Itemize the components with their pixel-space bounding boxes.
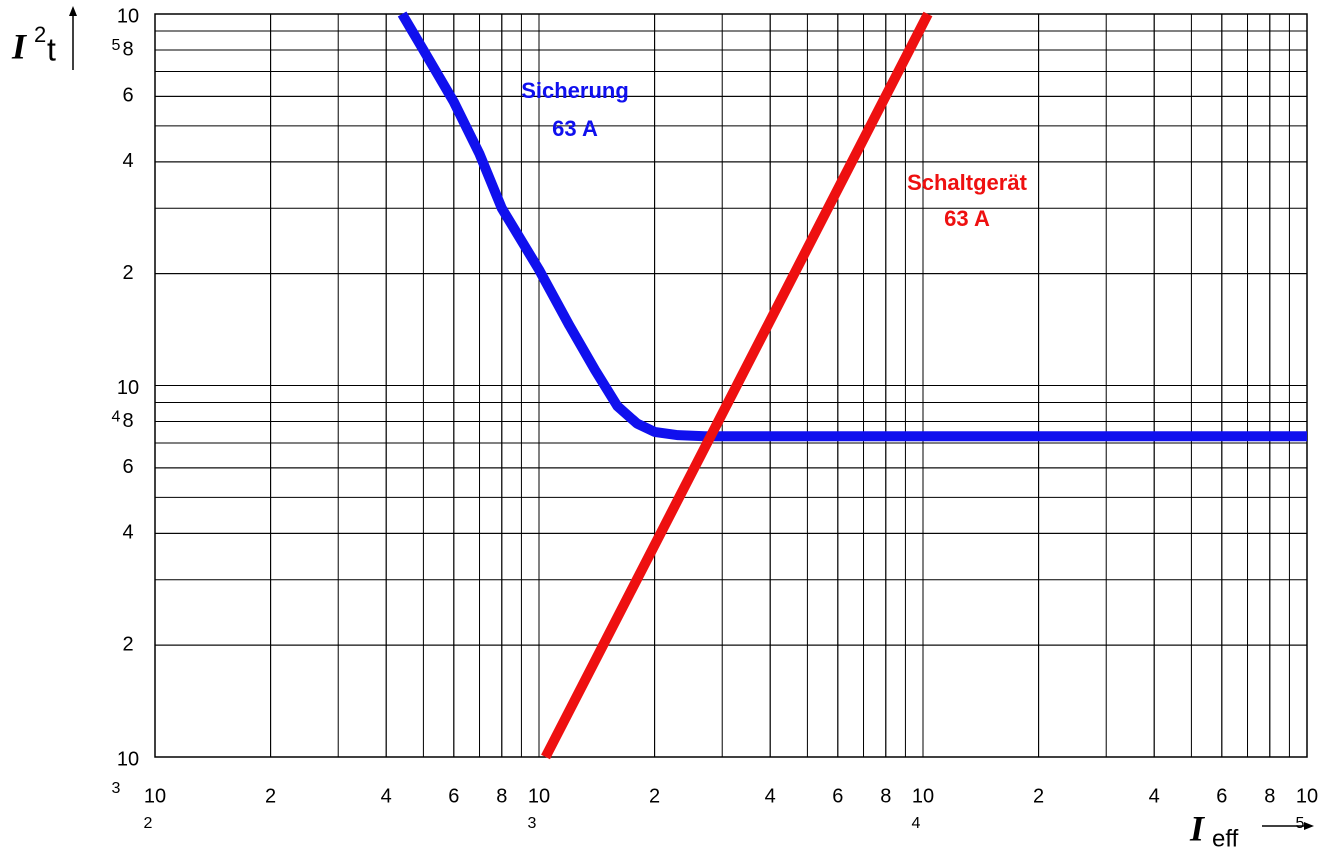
y-tick-label: 10 [117, 5, 139, 27]
y-tick-label: 2 [122, 633, 133, 655]
x-tick-label: 4 [765, 785, 776, 807]
x-tick-label: 8 [496, 785, 507, 807]
x-tick-label: 10 [144, 785, 166, 807]
x-tick-exponent: 5 [1296, 815, 1305, 832]
grid [154, 13, 1308, 758]
x-tick-label: 6 [1216, 785, 1227, 807]
x-tick-label: 6 [448, 785, 459, 807]
x-tick-exponent: 3 [528, 815, 537, 832]
series-line [541, 11, 933, 760]
x-label-subscript: eff [1212, 825, 1239, 852]
x-label-symbol: I [1189, 808, 1206, 848]
series-label: Sicherung [521, 78, 629, 103]
x-tick-label: 2 [1033, 785, 1044, 807]
y-tick-label: 4 [122, 522, 133, 544]
x-tick-label: 10 [528, 785, 550, 807]
x-arrow-head [1304, 822, 1314, 830]
y-tick-exponent: 4 [112, 409, 121, 426]
x-tick-label: 8 [1264, 785, 1275, 807]
x-tick-label: 8 [880, 785, 891, 807]
x-tick-label: 2 [265, 785, 276, 807]
marks [397, 11, 1307, 760]
y-arrow-head [69, 6, 77, 16]
y-tick-label: 10 [117, 748, 139, 770]
x-tick-exponent: 4 [912, 815, 921, 832]
x-tick-label: 10 [912, 785, 934, 807]
series-label: Schaltgerät [907, 170, 1027, 195]
x-tick-label: 4 [381, 785, 392, 807]
y-tick-label: 6 [122, 456, 133, 478]
x-tick-exponent: 2 [144, 815, 153, 832]
y-label-superscript: 2 [34, 22, 46, 47]
x-tick-label: 4 [1149, 785, 1160, 807]
y-tick-label: 4 [122, 150, 133, 172]
series-label: 63 A [944, 206, 990, 231]
y-tick-label: 8 [122, 38, 133, 60]
y-tick-label: 6 [122, 85, 133, 107]
series-label: 63 A [552, 116, 598, 141]
y-tick-label: 8 [122, 410, 133, 432]
y-tick-exponent: 5 [112, 37, 121, 54]
x-tick-label: 2 [649, 785, 660, 807]
y-label-symbol: I [11, 26, 28, 66]
series-line [397, 11, 1307, 442]
x-tick-label: 10 [1296, 785, 1318, 807]
y-tick-label: 2 [122, 262, 133, 284]
y-label-text: t [47, 31, 56, 67]
x-tick-label: 6 [832, 785, 843, 807]
y-tick-exponent: 3 [112, 780, 121, 797]
plot-frame [154, 13, 1308, 758]
y-tick-label: 10 [117, 377, 139, 399]
